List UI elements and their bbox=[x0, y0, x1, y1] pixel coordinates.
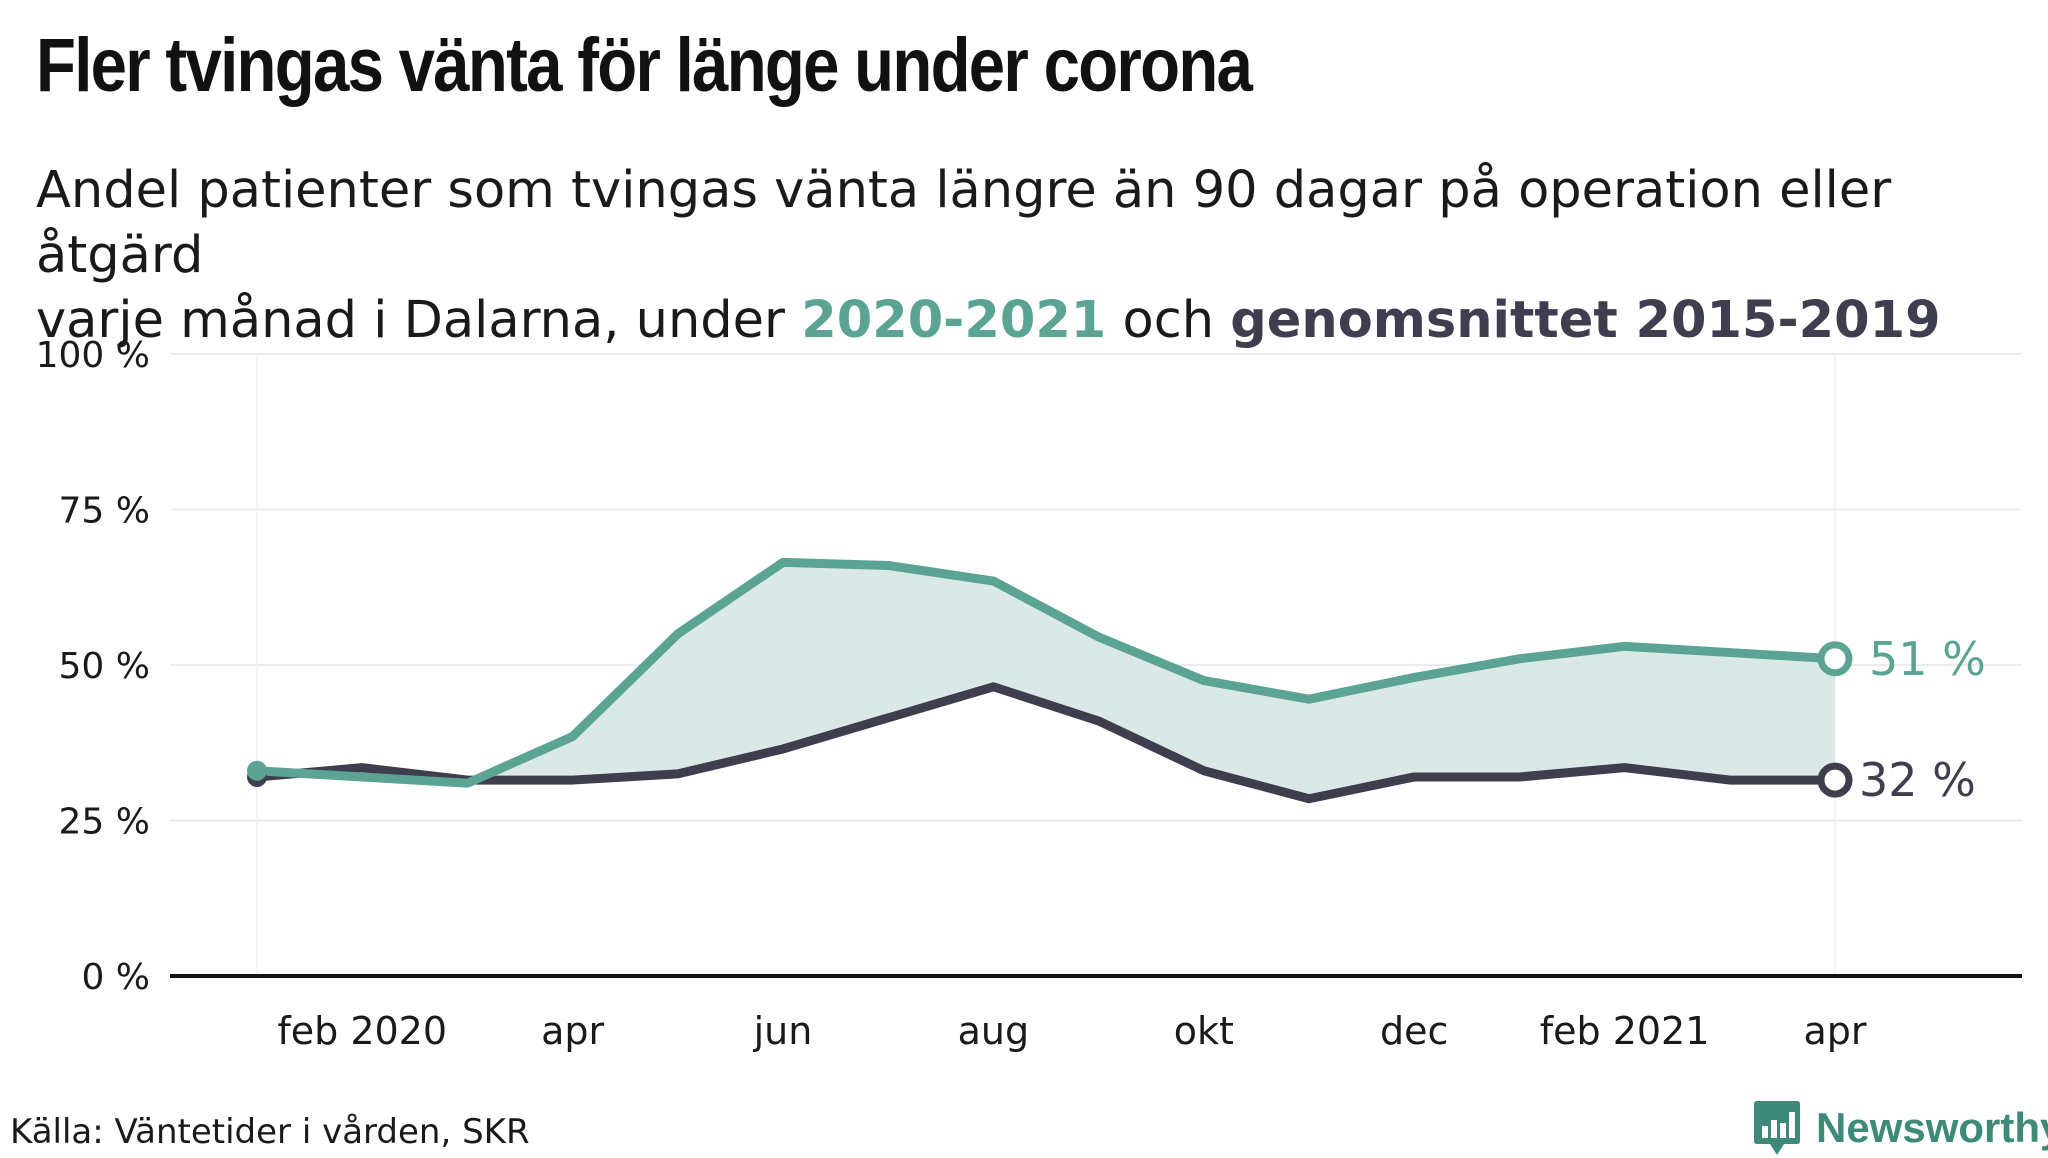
end-marker-average bbox=[1817, 762, 1853, 798]
series-lines bbox=[252, 557, 1840, 804]
x-axis-ticks: feb 2020 apr jun aug okt dec feb 2021 apr bbox=[277, 1009, 1867, 1053]
x-tick-label: jun bbox=[753, 1009, 813, 1053]
y-tick-label: 50 % bbox=[59, 646, 150, 687]
difference-fill bbox=[257, 562, 1835, 799]
start-marker-2020-2021 bbox=[247, 760, 267, 781]
x-tick-label: aug bbox=[958, 1009, 1030, 1053]
x-tick-label: apr bbox=[541, 1009, 604, 1053]
y-tick-label: 75 % bbox=[59, 491, 150, 532]
subtitle-line-1: Andel patienter som tvingas vänta längre… bbox=[36, 161, 1892, 285]
y-axis-ticks: 0 % 25 % 50 % 75 % 100 % bbox=[36, 335, 150, 998]
end-label-average: 32 % bbox=[1859, 753, 1976, 807]
y-tick-label: 25 % bbox=[59, 802, 150, 843]
series-line-2020-2021 bbox=[252, 557, 1840, 788]
series-line-average bbox=[252, 682, 1840, 804]
legend-series-2020-2021: 2020-2021 bbox=[801, 291, 1107, 350]
series-markers: 51 % 32 % bbox=[247, 632, 1986, 807]
logo-text: Newsworthy bbox=[1816, 1104, 2048, 1151]
x-tick-label: dec bbox=[1380, 1009, 1448, 1053]
y-tick-label: 100 % bbox=[36, 335, 150, 376]
x-tick-label: apr bbox=[1803, 1009, 1866, 1053]
source-note: Källa: Väntetider i vården, SKR bbox=[10, 1112, 530, 1152]
end-marker-2020-2021 bbox=[1817, 641, 1853, 677]
x-tick-label: feb 2021 bbox=[1540, 1009, 1710, 1053]
bar-chart-speech-bubble-icon bbox=[1754, 1101, 1800, 1155]
newsworthy-logo: Newsworthy bbox=[1752, 1098, 2048, 1158]
x-tick-label: okt bbox=[1174, 1009, 1234, 1053]
end-label-2020-2021: 51 % bbox=[1869, 632, 1986, 686]
chart-title: Fler tvingas vänta för länge under coron… bbox=[36, 23, 1253, 108]
y-tick-label: 0 % bbox=[81, 957, 150, 998]
subtitle-prefix: varje månad i Dalarna, under bbox=[36, 291, 802, 350]
difference-area bbox=[257, 562, 1835, 799]
x-tick-label: feb 2020 bbox=[277, 1009, 447, 1053]
legend-series-average: genomsnittet 2015-2019 bbox=[1230, 291, 1941, 350]
subtitle-middle: och bbox=[1106, 291, 1231, 350]
chart-subtitle: Andel patienter som tvingas vänta längre… bbox=[36, 158, 2026, 353]
